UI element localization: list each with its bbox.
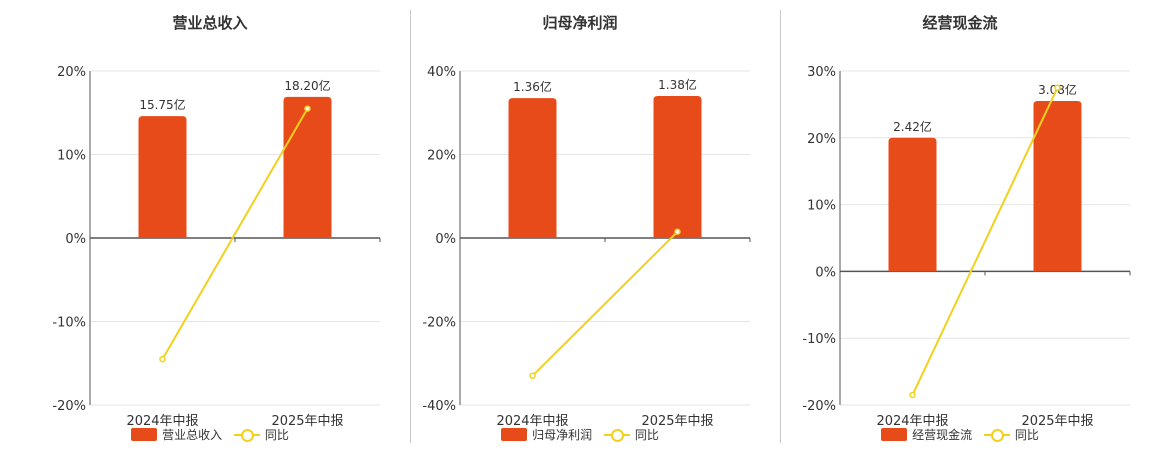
y-tick-label: 30% <box>807 65 836 80</box>
legend-line-marker <box>603 428 630 442</box>
y-tick-label: -10% <box>802 332 836 347</box>
legend-label: 归母净利润 <box>532 428 593 442</box>
legend-item-bar[interactable]: 归母净利润 <box>501 426 592 443</box>
chart-title: 经营现金流 <box>922 14 998 32</box>
chart-svg: 40% 20% 0% -20% -40% 1.36亿 1.38亿 2024年中报 2025年中报 <box>422 65 751 429</box>
chart-panel-revenue: 营业总收入 20% 10% 0% -10% -20% 15.75亿 18.20亿 2024年中… <box>25 0 395 450</box>
legend-line-marker <box>233 428 260 442</box>
y-tick-label: 0% <box>435 232 456 247</box>
chart-svg: 20% 10% 0% -10% -20% 15.75亿 18.20亿 2024年中报 2025年… <box>52 65 381 429</box>
chart-title: 营业总收入 <box>172 14 248 32</box>
legend-line-marker <box>983 428 1010 442</box>
y-tick-label: -20% <box>422 316 456 331</box>
chart-panel-operating-cashflow: 经营现金流 30%20%10%0%-10%-20%2.42亿3.08亿2024年… <box>775 0 1145 450</box>
panel-divider <box>410 10 411 443</box>
legend-label: 同比 <box>264 428 289 442</box>
chart-svg: 30%20%10%0%-10%-20%2.42亿3.08亿2024年中报2025… <box>802 65 1131 429</box>
bar-value-label: 15.75亿 <box>139 97 185 112</box>
yoy-point <box>674 228 681 235</box>
y-tick-label: 10% <box>57 149 86 164</box>
legend: 营业总收入 同比 <box>25 426 395 444</box>
x-category-label: 2024年中报 <box>496 414 568 429</box>
y-tick-label: 0% <box>65 232 86 247</box>
yoy-point <box>304 105 311 112</box>
chart-panel-net-profit: 归母净利润 40% 20% 0% -20% -40% 1.36亿 1.38亿 2024年中报 2… <box>395 0 765 450</box>
x-category-label: 2024年中报 <box>876 414 948 429</box>
bar-value-label: 1.38亿 <box>658 77 697 92</box>
bar <box>888 137 937 272</box>
bar <box>508 98 557 238</box>
bar <box>1033 101 1082 272</box>
legend: 经营现金流 同比 <box>775 426 1145 444</box>
y-tick-label: -40% <box>422 399 456 414</box>
x-category-label: 2025年中报 <box>271 414 343 429</box>
yoy-line <box>531 231 679 377</box>
x-category-label: 2025年中报 <box>641 414 713 429</box>
panel-divider <box>780 10 781 443</box>
legend-bar-swatch <box>131 428 158 441</box>
bar-value-label: 18.20亿 <box>284 78 330 93</box>
x-category-label: 2024年中报 <box>126 414 198 429</box>
y-tick-label: -20% <box>802 399 836 414</box>
y-tick-label: -20% <box>52 399 86 414</box>
x-category-label: 2025年中报 <box>1021 414 1093 429</box>
legend-bar-swatch <box>501 428 528 441</box>
legend-item-bar[interactable]: 经营现金流 <box>881 426 972 443</box>
y-tick-label: 40% <box>427 65 456 80</box>
y-tick-label: 20% <box>807 132 836 147</box>
legend-item-line[interactable]: 同比 <box>983 426 1039 443</box>
yoy-point <box>529 372 536 380</box>
legend-item-line[interactable]: 同比 <box>233 426 289 443</box>
legend-label: 同比 <box>634 428 659 442</box>
legend-label: 同比 <box>1014 428 1039 442</box>
y-tick-label: 20% <box>427 149 456 164</box>
chart-title: 归母净利润 <box>542 14 618 32</box>
bar <box>138 116 187 238</box>
y-tick-label: -10% <box>52 316 86 331</box>
legend-item-line[interactable]: 同比 <box>603 426 659 443</box>
bar <box>283 96 332 238</box>
legend-item-bar[interactable]: 营业总收入 <box>131 426 222 443</box>
bar-value-label: 1.36亿 <box>513 79 552 94</box>
yoy-point <box>909 391 916 399</box>
yoy-point <box>159 355 166 363</box>
yoy-point <box>1054 84 1061 91</box>
legend: 归母净利润 同比 <box>395 426 765 444</box>
legend-bar-swatch <box>881 428 908 441</box>
bar <box>653 96 702 238</box>
y-tick-label: 0% <box>815 265 836 280</box>
yoy-line <box>161 108 309 360</box>
y-tick-label: 10% <box>807 199 836 214</box>
legend-label: 营业总收入 <box>162 428 223 442</box>
legend-label: 经营现金流 <box>912 428 973 442</box>
bar-value-label: 2.42亿 <box>893 119 932 134</box>
yoy-line <box>911 87 1059 396</box>
y-tick-label: 20% <box>57 65 86 80</box>
